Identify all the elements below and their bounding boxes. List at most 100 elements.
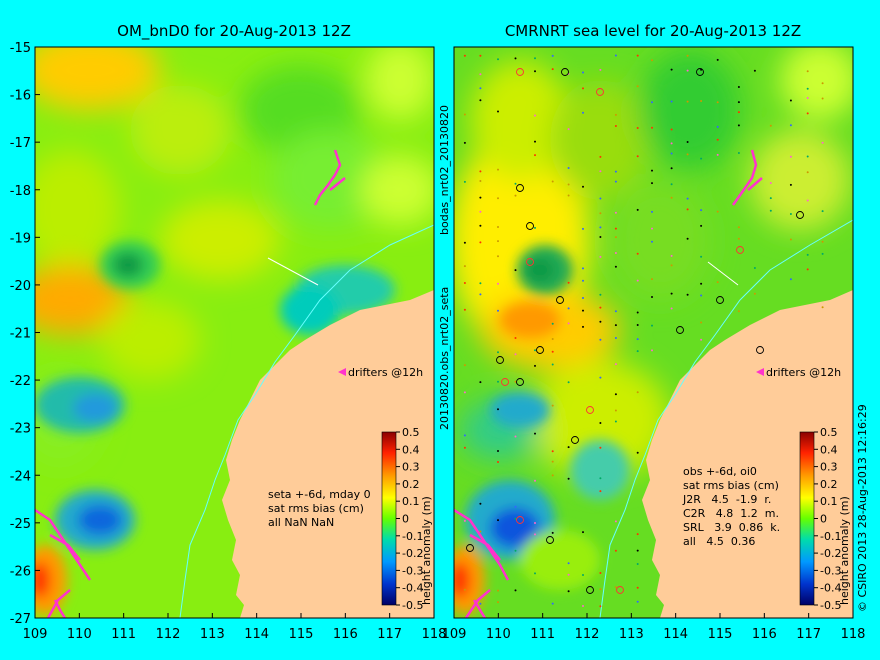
obs-dot xyxy=(614,125,617,127)
obs-dot xyxy=(636,600,639,603)
obs-dot xyxy=(599,306,602,309)
obs-dot xyxy=(479,196,482,199)
obs-dot xyxy=(534,140,536,143)
obs-dot xyxy=(551,450,554,453)
obs-dot xyxy=(479,54,482,57)
obs-dot xyxy=(614,252,617,254)
obs-dot xyxy=(514,505,517,508)
obs-dot xyxy=(551,68,554,71)
obs-dot xyxy=(806,268,809,271)
obs-ring xyxy=(736,246,744,254)
obs-dot xyxy=(551,460,554,463)
obs-dot xyxy=(789,99,792,102)
obs-dot xyxy=(479,99,482,102)
left-title: OM_bnD0 for 20-Aug-2013 12Z xyxy=(117,22,351,41)
obs-dot xyxy=(567,194,570,197)
obs-dot xyxy=(534,114,536,117)
obs-ring xyxy=(756,346,764,354)
obs-ring xyxy=(696,68,704,76)
obs-dot xyxy=(479,502,482,505)
obs-dot xyxy=(636,155,639,158)
right-x-axis: 109 110 111 112 113 114 115 116 117 118 xyxy=(442,613,865,642)
right-stats: obs +-6d, oi0 sat rms bias (cm) J2R 4.5 … xyxy=(682,465,780,548)
obs-dot xyxy=(651,227,653,230)
obs-dot xyxy=(567,167,570,169)
obs-dot xyxy=(614,54,617,57)
y-tick-label: -19 xyxy=(10,231,31,246)
x-tick-label: 111 xyxy=(111,627,136,642)
obs-dot xyxy=(670,100,673,103)
obs-dot xyxy=(821,210,824,213)
obs-dot xyxy=(567,381,570,384)
obs-dot xyxy=(514,182,517,185)
obs-dot xyxy=(716,153,719,156)
obs-dot xyxy=(700,282,703,285)
obs-dot xyxy=(514,380,517,383)
obs-dot xyxy=(821,82,824,85)
colorbar-tick-label: -0.1 xyxy=(402,530,423,543)
obs-ring xyxy=(586,406,594,414)
obs-dot xyxy=(534,70,536,73)
obs-dot xyxy=(534,364,536,367)
obs-dot xyxy=(636,324,639,326)
obs-dot xyxy=(567,477,570,480)
svg-text:sat rms bias (cm): sat rms bias (cm) xyxy=(268,502,364,515)
obs-dot xyxy=(497,589,499,592)
colorbar-tick-label: 0 xyxy=(820,513,827,526)
obs-dot xyxy=(651,240,653,243)
obs-dot xyxy=(670,307,673,310)
obs-dot xyxy=(670,68,673,71)
obs-dot xyxy=(599,212,602,215)
x-tick-label: 110 xyxy=(67,627,92,642)
y-tick-label: -24 xyxy=(10,469,31,484)
colorbar-tick-label: 0.4 xyxy=(820,443,838,456)
obs-dot xyxy=(599,197,602,200)
obs-dot xyxy=(463,364,466,367)
obs-dot xyxy=(651,182,653,185)
obs-dot xyxy=(551,363,554,366)
obs-dot xyxy=(534,226,536,229)
obs-dot xyxy=(599,477,602,480)
left-map-field: drifters @12h seta +-6d, mday 0 sat rms … xyxy=(35,47,434,618)
obs-dot xyxy=(614,337,617,339)
obs-dot xyxy=(769,197,772,200)
colorbar-tick-label: 0.3 xyxy=(820,461,838,474)
obs-ring xyxy=(556,296,564,304)
obs-dot xyxy=(599,490,602,493)
x-tick-label: 116 xyxy=(333,627,358,642)
right-colorbar: 0.5 0.4 0.3 0.2 0.1 0 -0.1 -0.2 -0.3 -0.4 -0.5 hei… xyxy=(799,426,851,612)
obs-dot xyxy=(753,267,756,269)
obs-dot xyxy=(599,293,602,296)
obs-dot xyxy=(551,322,554,325)
y-tick-label: -26 xyxy=(10,564,31,579)
right-title: CMRNRT sea level for 20-Aug-2013 12Z xyxy=(505,22,801,40)
obs-dot xyxy=(582,87,584,90)
x-tick-label: 114 xyxy=(244,627,269,642)
obs-dot xyxy=(479,210,482,213)
obs-dot xyxy=(599,226,602,229)
obs-ring xyxy=(561,68,569,76)
obs-dot xyxy=(753,69,756,72)
obs-dot xyxy=(700,321,703,324)
obs-dot xyxy=(497,450,499,452)
obs-dot xyxy=(651,59,653,62)
obs-dot xyxy=(700,100,703,102)
obs-dot xyxy=(514,194,517,197)
obs-ring xyxy=(526,258,534,266)
obs-dot xyxy=(582,605,584,607)
obs-dot xyxy=(686,141,689,143)
colorbar-tick-label: -0.4 xyxy=(402,582,423,595)
obs-dot xyxy=(636,350,639,353)
obs-dot xyxy=(737,226,740,229)
right-drifter-tracks xyxy=(454,149,763,618)
obs-dot xyxy=(614,393,617,396)
obs-dot xyxy=(636,127,639,129)
obs-dot xyxy=(636,563,639,565)
obs-ring xyxy=(546,536,554,544)
obs-dot xyxy=(497,309,499,312)
obs-dot xyxy=(636,338,639,341)
right-legend-drifters: drifters @12h xyxy=(756,366,841,379)
obs-dot xyxy=(582,297,584,299)
y-tick-label: -23 xyxy=(10,422,31,437)
obs-dot xyxy=(514,435,517,438)
